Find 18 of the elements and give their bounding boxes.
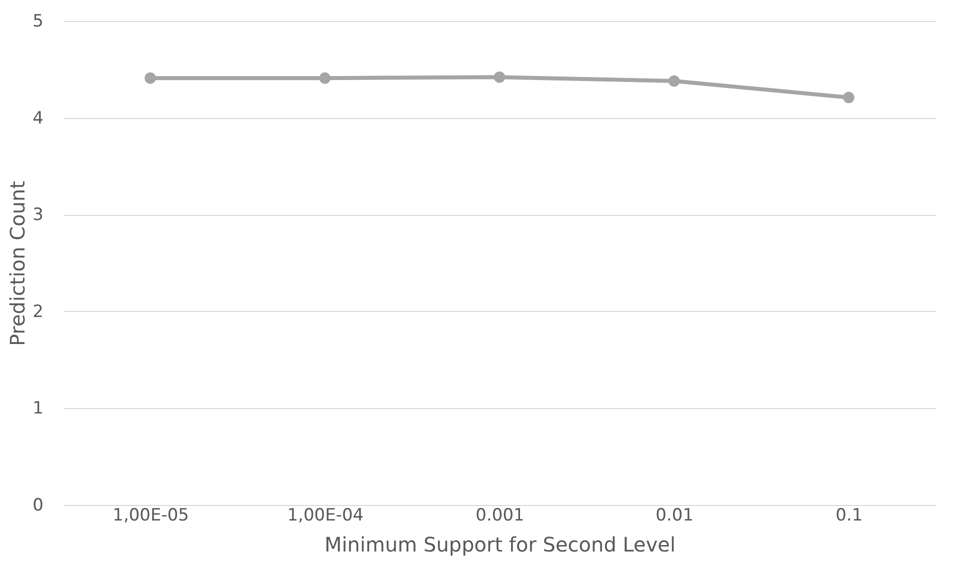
point	[668, 75, 680, 87]
point	[494, 71, 506, 83]
y-tick-label: 2	[32, 302, 44, 322]
y-tick-label: 3	[32, 205, 44, 226]
x-tick-label: 0.001	[476, 506, 524, 526]
x-tick-label: 0.01	[656, 506, 694, 526]
y-axis-title: Prediction Count	[6, 180, 30, 346]
x-axis-title: Minimum Support for Second Level	[324, 532, 676, 556]
y-tick-label: 0	[32, 496, 44, 516]
x-tick-label: 1,00E-04	[287, 506, 364, 526]
point	[144, 72, 156, 84]
y-tick-label: 5	[32, 12, 44, 32]
x-tick-label: 0.1	[836, 506, 863, 526]
y-tick-label: 1	[32, 398, 44, 419]
x-tick-label: 1,00E-05	[112, 506, 189, 526]
point	[843, 92, 854, 104]
point	[319, 72, 331, 84]
y-tick-label: 4	[32, 108, 44, 128]
